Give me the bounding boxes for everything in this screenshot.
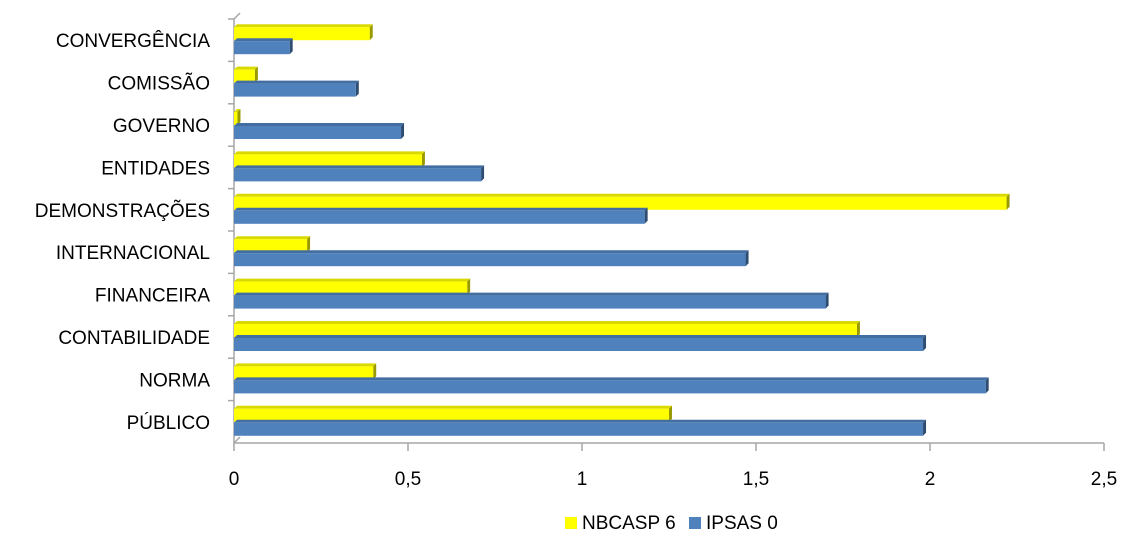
category-label: GOVERNO xyxy=(113,116,210,137)
bar-ipsas0 xyxy=(234,123,405,139)
bar-nbcasp6 xyxy=(234,24,373,41)
bar-nbcasp6 xyxy=(234,236,311,253)
legend: NBCASP 6 IPSAS 0 xyxy=(565,513,778,534)
x-tick-label: 2,5 xyxy=(1091,469,1117,490)
bar-nbcasp6 xyxy=(234,151,425,168)
legend-swatch xyxy=(689,517,701,529)
x-tick-label: 0,5 xyxy=(395,469,421,490)
x-tick-label: 0 xyxy=(229,469,240,490)
category-label: DEMONSTRAÇÕES xyxy=(35,200,210,222)
bar-nbcasp6 xyxy=(234,321,860,337)
legend-item: NBCASP 6 xyxy=(565,513,676,534)
legend-label: IPSAS 0 xyxy=(706,513,778,534)
category-label: CONVERGÊNCIA xyxy=(56,30,210,52)
category-labels: CONVERGÊNCIA COMISSÃO GOVERNO ENTIDADES DEMO… xyxy=(35,30,211,434)
category-label: CONTABILIDADE xyxy=(58,328,210,349)
bar-nbcasp6 xyxy=(234,193,1010,210)
legend-label: NBCASP 6 xyxy=(582,513,676,534)
bar-ipsas0 xyxy=(234,250,749,267)
legend-swatch xyxy=(565,517,577,529)
bar-nbcasp6 xyxy=(234,405,672,422)
x-tick-label: 1 xyxy=(577,469,588,490)
bar-ipsas0 xyxy=(234,207,648,224)
bar-ipsas0 xyxy=(234,38,293,55)
category-label: ENTIDADES xyxy=(101,158,210,179)
category-label: INTERNACIONAL xyxy=(56,243,210,264)
axis-depth-corner xyxy=(233,436,241,444)
chart-bars xyxy=(234,24,1010,436)
bar-nbcasp6 xyxy=(234,66,258,83)
legend-item: IPSAS 0 xyxy=(689,513,778,534)
category-label: FINANCEIRA xyxy=(95,286,210,307)
bar-nbcasp6 xyxy=(234,109,241,125)
bar-ipsas0 xyxy=(234,419,927,436)
category-label: PÚBLICO xyxy=(127,412,210,434)
axis-depth-top xyxy=(233,12,241,20)
bar-ipsas0 xyxy=(234,377,989,394)
bar-ipsas0 xyxy=(234,80,359,97)
x-tick-label: 1,5 xyxy=(743,469,769,490)
x-tick-label: 2 xyxy=(925,469,936,490)
bar-ipsas0 xyxy=(234,292,829,309)
bar-ipsas0 xyxy=(234,335,927,351)
category-label: NORMA xyxy=(139,370,210,391)
bar-ipsas0 xyxy=(234,165,485,182)
category-label: COMISSÃO xyxy=(108,73,210,95)
bar-nbcasp6 xyxy=(234,278,471,295)
bar-nbcasp6 xyxy=(234,363,377,380)
x-tick-labels: 0 0,5 1 1,5 2 2,5 xyxy=(229,469,1118,490)
